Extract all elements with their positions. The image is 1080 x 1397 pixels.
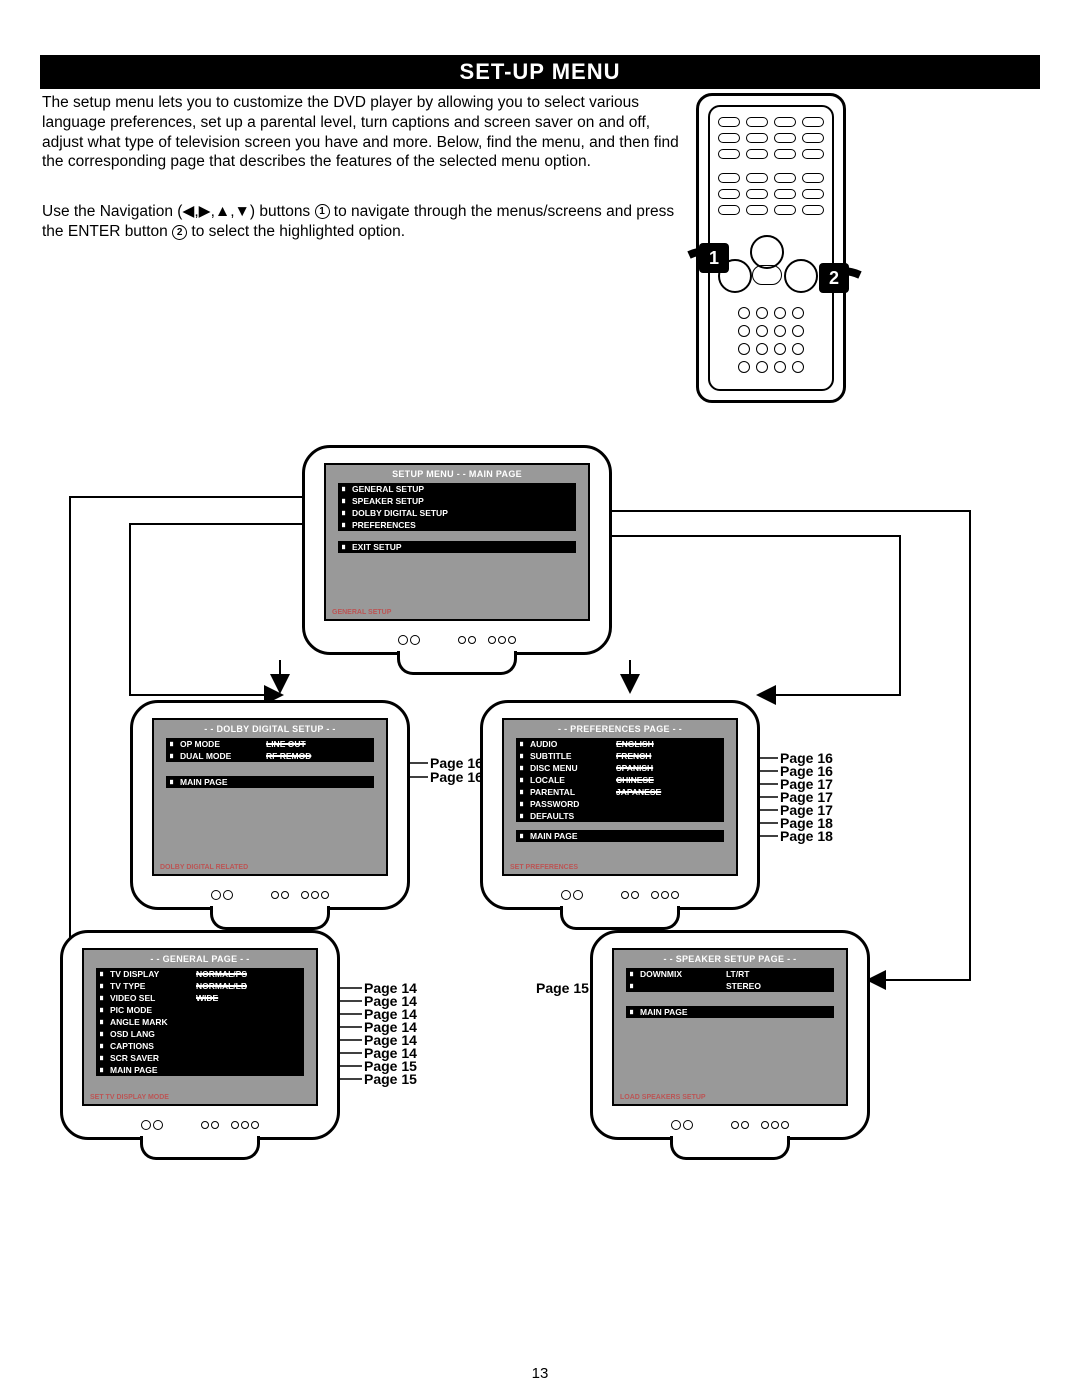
badge-1-inline: 1 — [315, 204, 330, 219]
menu-row: ∎OP MODELINE OUT — [166, 738, 374, 750]
menu-row: ∎MAIN PAGE — [96, 1064, 304, 1076]
page-ref: Page 16 — [430, 769, 483, 785]
tv-dolby: - - DOLBY DIGITAL SETUP - - ∎OP MODELINE… — [130, 700, 410, 938]
menu-row: ∎SUBTITLEFRENCH — [516, 750, 724, 762]
remote-callout-1: 1 — [669, 241, 733, 275]
menu-row: ∎STEREO — [626, 980, 834, 992]
menu-row: ∎LOCALECHINESE — [516, 774, 724, 786]
menu-row: ∎MAIN PAGE — [166, 776, 374, 788]
navigation-instruction: Use the Navigation (◀,▶,▲,▼) buttons 1 t… — [42, 202, 682, 242]
menu-row: ∎DOLBY DIGITAL SETUP — [338, 507, 576, 519]
footer-main: GENERAL SETUP — [332, 609, 391, 616]
menu-row: ∎AUDIOENGLISH — [516, 738, 724, 750]
menu-row: ∎PREFERENCES — [338, 519, 576, 531]
footer-dolby: DOLBY DIGITAL RELATED — [160, 864, 248, 871]
screen-title-dolby: - - DOLBY DIGITAL SETUP - - — [154, 720, 386, 734]
screen-title-general: - - GENERAL PAGE - - — [84, 950, 316, 964]
intro-paragraph: The setup menu lets you to customize the… — [42, 93, 682, 172]
menu-row: ∎DUAL MODERF REMOD — [166, 750, 374, 762]
menu-row: ∎TV DISPLAYNORMAL/PS — [96, 968, 304, 980]
tv-speaker: - - SPEAKER SETUP PAGE - - ∎DOWNMIXLT/RT… — [590, 930, 870, 1168]
tv-preferences: - - PREFERENCES PAGE - - ∎AUDIOENGLISH∎S… — [480, 700, 760, 938]
menu-row: ∎DISC MENUSPANISH — [516, 762, 724, 774]
menu-row: ∎MAIN PAGE — [626, 1006, 834, 1018]
menu-row: ∎PASSWORD — [516, 798, 724, 810]
page-title: SET-UP MENU — [40, 55, 1040, 89]
page-ref: Page 18 — [780, 828, 833, 844]
menu-row: ∎DOWNMIXLT/RT — [626, 968, 834, 980]
remote-callout-2: 2 — [815, 261, 879, 295]
page-number: 13 — [0, 1365, 1080, 1382]
menu-row: ∎EXIT SETUP — [338, 541, 576, 553]
menu-row: ∎MAIN PAGE — [516, 830, 724, 842]
menu-row: ∎SCR SAVER — [96, 1052, 304, 1064]
footer-general: SET TV DISPLAY MODE — [90, 1094, 169, 1101]
menu-row: ∎CAPTIONS — [96, 1040, 304, 1052]
menu-row: ∎OSD LANG — [96, 1028, 304, 1040]
nav-text-3: to select the highlighted option. — [187, 223, 405, 240]
menu-row: ∎SPEAKER SETUP — [338, 495, 576, 507]
nav-text-1: Use the Navigation (◀,▶,▲,▼) buttons — [42, 203, 315, 220]
menu-row: ∎ANGLE MARK — [96, 1016, 304, 1028]
menu-row: ∎VIDEO SELWIDE — [96, 992, 304, 1004]
tv-general: - - GENERAL PAGE - - ∎TV DISPLAYNORMAL/P… — [60, 930, 340, 1168]
page-ref: Page 15 — [364, 1071, 417, 1087]
screen-title-speaker: - - SPEAKER SETUP PAGE - - — [614, 950, 846, 964]
badge-2-inline: 2 — [172, 225, 187, 240]
page-ref-speaker: Page 15 — [536, 980, 589, 996]
screen-title-main: SETUP MENU - - MAIN PAGE — [326, 465, 588, 479]
menu-row: ∎GENERAL SETUP — [338, 483, 576, 495]
menu-row: ∎PARENTALJAPANESE — [516, 786, 724, 798]
footer-speaker: LOAD SPEAKERS SETUP — [620, 1094, 706, 1101]
menu-row: ∎DEFAULTS — [516, 810, 724, 822]
tv-main-page: SETUP MENU - - MAIN PAGE ∎GENERAL SETUP∎… — [302, 445, 612, 683]
screen-title-pref: - - PREFERENCES PAGE - - — [504, 720, 736, 734]
menu-row: ∎TV TYPENORMAL/LB — [96, 980, 304, 992]
menu-row: ∎PIC MODE — [96, 1004, 304, 1016]
footer-pref: SET PREFERENCES — [510, 864, 578, 871]
remote-illustration: 1 2 — [696, 93, 846, 403]
